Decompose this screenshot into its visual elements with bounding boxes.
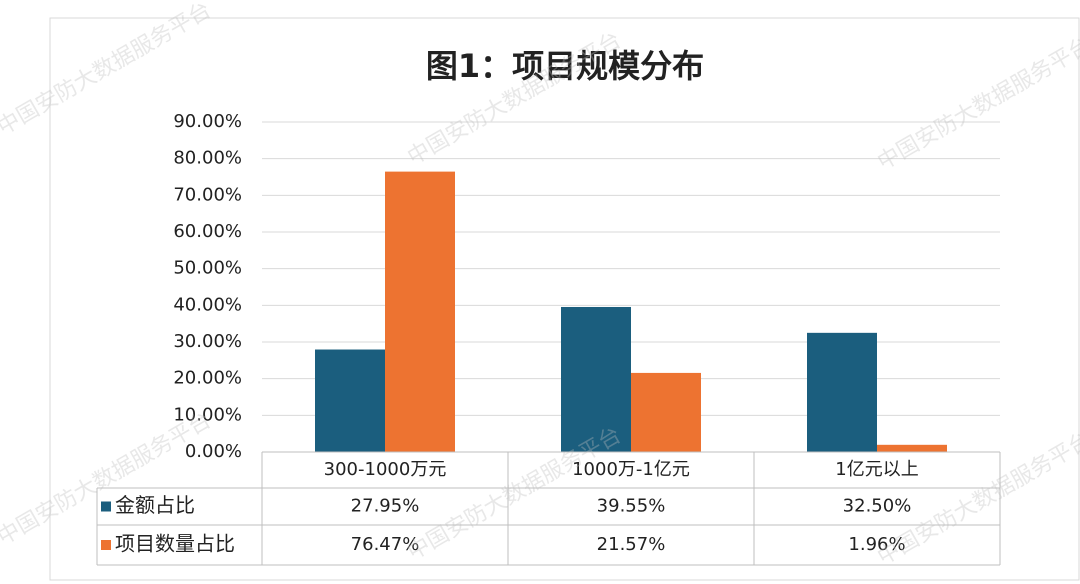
x-tick-label: 1亿元以上 (835, 459, 918, 480)
legend-label: 项目数量占比 (115, 532, 235, 556)
table-value: 76.47% (351, 534, 420, 555)
y-tick-label: 10.00% (173, 404, 242, 425)
y-tick-label: 50.00% (173, 258, 242, 279)
y-tick-label: 40.00% (173, 294, 242, 315)
legend-label: 金额占比 (115, 493, 195, 517)
x-tick-label: 300-1000万元 (324, 459, 447, 480)
bar (385, 171, 455, 453)
bar (807, 332, 877, 452)
bar (561, 306, 631, 452)
legend-swatch (101, 540, 111, 550)
y-tick-label: 60.00% (173, 221, 242, 242)
table-value: 1.96% (848, 534, 905, 555)
y-tick-label: 90.00% (173, 111, 242, 132)
y-tick-label: 0.00% (185, 441, 242, 462)
y-tick-label: 30.00% (173, 331, 242, 352)
chart-title: 图1：项目规模分布 (426, 47, 704, 85)
x-tick-label: 1000万-1亿元 (572, 459, 690, 480)
y-tick-label: 70.00% (173, 184, 242, 205)
legend-swatch (101, 501, 111, 512)
bar (877, 444, 947, 452)
table-value: 39.55% (597, 496, 666, 517)
y-tick-label: 20.00% (173, 368, 242, 389)
bar (315, 349, 385, 452)
chart-frame (49, 17, 1080, 581)
table-value: 27.95% (351, 496, 420, 517)
bar (631, 372, 701, 452)
table-value: 32.50% (843, 496, 912, 517)
y-tick-label: 80.00% (173, 148, 242, 169)
table-value: 21.57% (597, 534, 666, 555)
